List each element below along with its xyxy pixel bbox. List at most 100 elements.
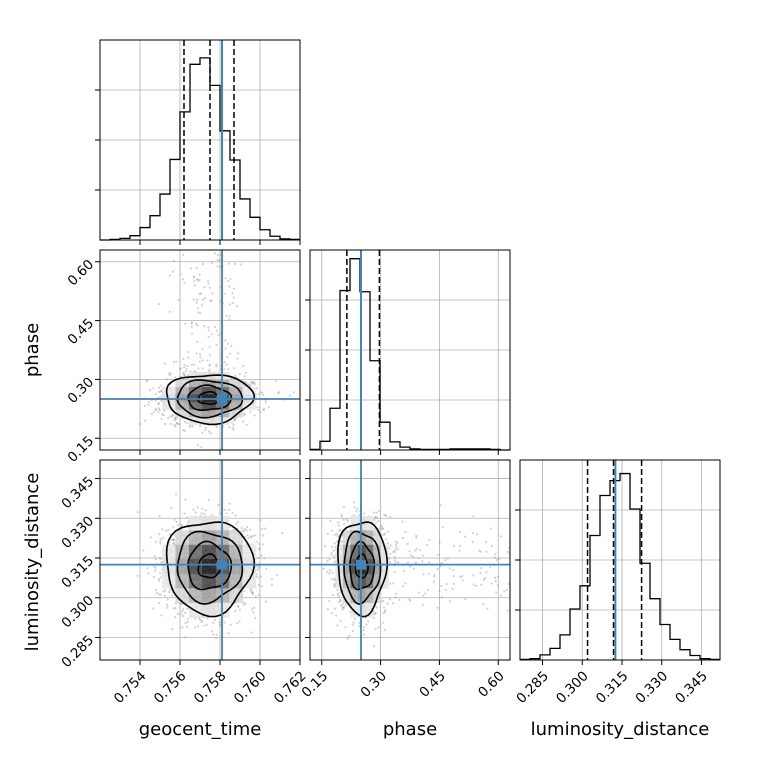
sample-point xyxy=(250,382,254,385)
sample-point xyxy=(181,417,184,420)
density-cell xyxy=(162,386,177,395)
sample-point xyxy=(243,412,246,415)
sample-point xyxy=(157,386,161,389)
sample-point xyxy=(228,318,231,321)
sample-point xyxy=(193,279,196,283)
sample-point xyxy=(344,604,347,607)
sample-point xyxy=(393,555,396,559)
sample-point xyxy=(381,527,384,530)
sample-point xyxy=(161,413,164,416)
contour-line xyxy=(187,540,233,591)
sample-point xyxy=(216,265,219,268)
sample-point xyxy=(152,387,155,390)
sample-point xyxy=(244,371,247,374)
sample-point xyxy=(190,321,193,324)
sample-point xyxy=(278,391,281,394)
sample-point xyxy=(191,425,194,428)
sample-point xyxy=(228,352,232,355)
density-cell xyxy=(175,379,190,388)
panel-content xyxy=(310,460,510,660)
sample-point xyxy=(175,520,178,524)
sample-point xyxy=(159,576,162,579)
sample-point xyxy=(245,423,248,427)
sample-point xyxy=(206,617,209,620)
sample-point xyxy=(182,357,185,361)
sample-point xyxy=(260,554,263,557)
sample-point xyxy=(204,426,208,429)
sample-point xyxy=(257,408,260,412)
sample-point xyxy=(259,519,262,522)
density-cell xyxy=(188,515,203,531)
sample-point xyxy=(339,539,342,543)
sample-point xyxy=(163,362,167,365)
sample-point xyxy=(217,503,220,507)
sample-point xyxy=(162,536,165,539)
sample-point xyxy=(195,301,198,304)
sample-point xyxy=(422,573,425,576)
sample-point xyxy=(153,565,156,568)
sample-point xyxy=(253,414,256,417)
sample-point xyxy=(374,516,377,519)
sample-point xyxy=(227,279,230,283)
panel-phase-luminosity_distance xyxy=(305,459,511,665)
sample-point xyxy=(160,399,163,402)
sample-point xyxy=(257,584,260,587)
sample-point xyxy=(177,422,180,425)
sample-point xyxy=(159,572,162,575)
sample-point xyxy=(171,270,174,273)
sample-point xyxy=(383,610,387,613)
sample-point xyxy=(172,259,176,263)
sample-point xyxy=(214,325,217,329)
sample-point xyxy=(200,619,203,622)
sample-point xyxy=(452,544,455,548)
sample-point xyxy=(252,381,255,384)
sample-point xyxy=(199,312,202,315)
sample-point xyxy=(165,378,169,381)
sample-point xyxy=(276,573,279,577)
sample-point xyxy=(458,530,462,534)
sample-point xyxy=(159,538,162,541)
sample-point xyxy=(207,326,210,329)
sample-point xyxy=(395,545,398,549)
density-cell xyxy=(175,559,190,575)
sample-point xyxy=(231,426,234,429)
sample-point xyxy=(169,373,173,376)
sample-point xyxy=(174,493,178,496)
sample-point xyxy=(223,292,226,295)
sample-point xyxy=(158,556,161,560)
sample-point xyxy=(251,534,254,538)
sample-point xyxy=(152,411,155,414)
contour-line xyxy=(176,530,244,605)
sample-point xyxy=(175,360,178,363)
sample-point xyxy=(215,633,218,636)
sample-point xyxy=(263,557,266,560)
sample-point xyxy=(183,636,186,639)
sample-point xyxy=(253,382,256,386)
sample-point xyxy=(490,545,493,548)
sample-point xyxy=(203,624,206,627)
sample-point xyxy=(203,325,206,328)
sample-point xyxy=(485,571,488,574)
sample-point xyxy=(200,446,203,449)
sample-point xyxy=(231,511,234,515)
sample-point xyxy=(479,550,482,553)
sample-point xyxy=(245,381,248,384)
sample-point xyxy=(419,549,422,552)
panel-geocent_time-phase xyxy=(95,249,301,455)
sample-point xyxy=(187,350,190,354)
sample-point xyxy=(341,605,344,608)
sample-point xyxy=(372,645,375,648)
sample-point xyxy=(440,596,444,599)
sample-point xyxy=(224,339,227,342)
sample-point xyxy=(201,263,204,266)
sample-point xyxy=(154,557,158,560)
panel-geocent_time-luminosity_distance xyxy=(95,459,301,665)
sample-point xyxy=(176,524,179,527)
sample-point xyxy=(148,400,151,403)
sample-point xyxy=(173,615,177,619)
sample-point xyxy=(408,550,411,553)
sample-point xyxy=(236,622,239,625)
histogram-phase xyxy=(310,258,510,451)
